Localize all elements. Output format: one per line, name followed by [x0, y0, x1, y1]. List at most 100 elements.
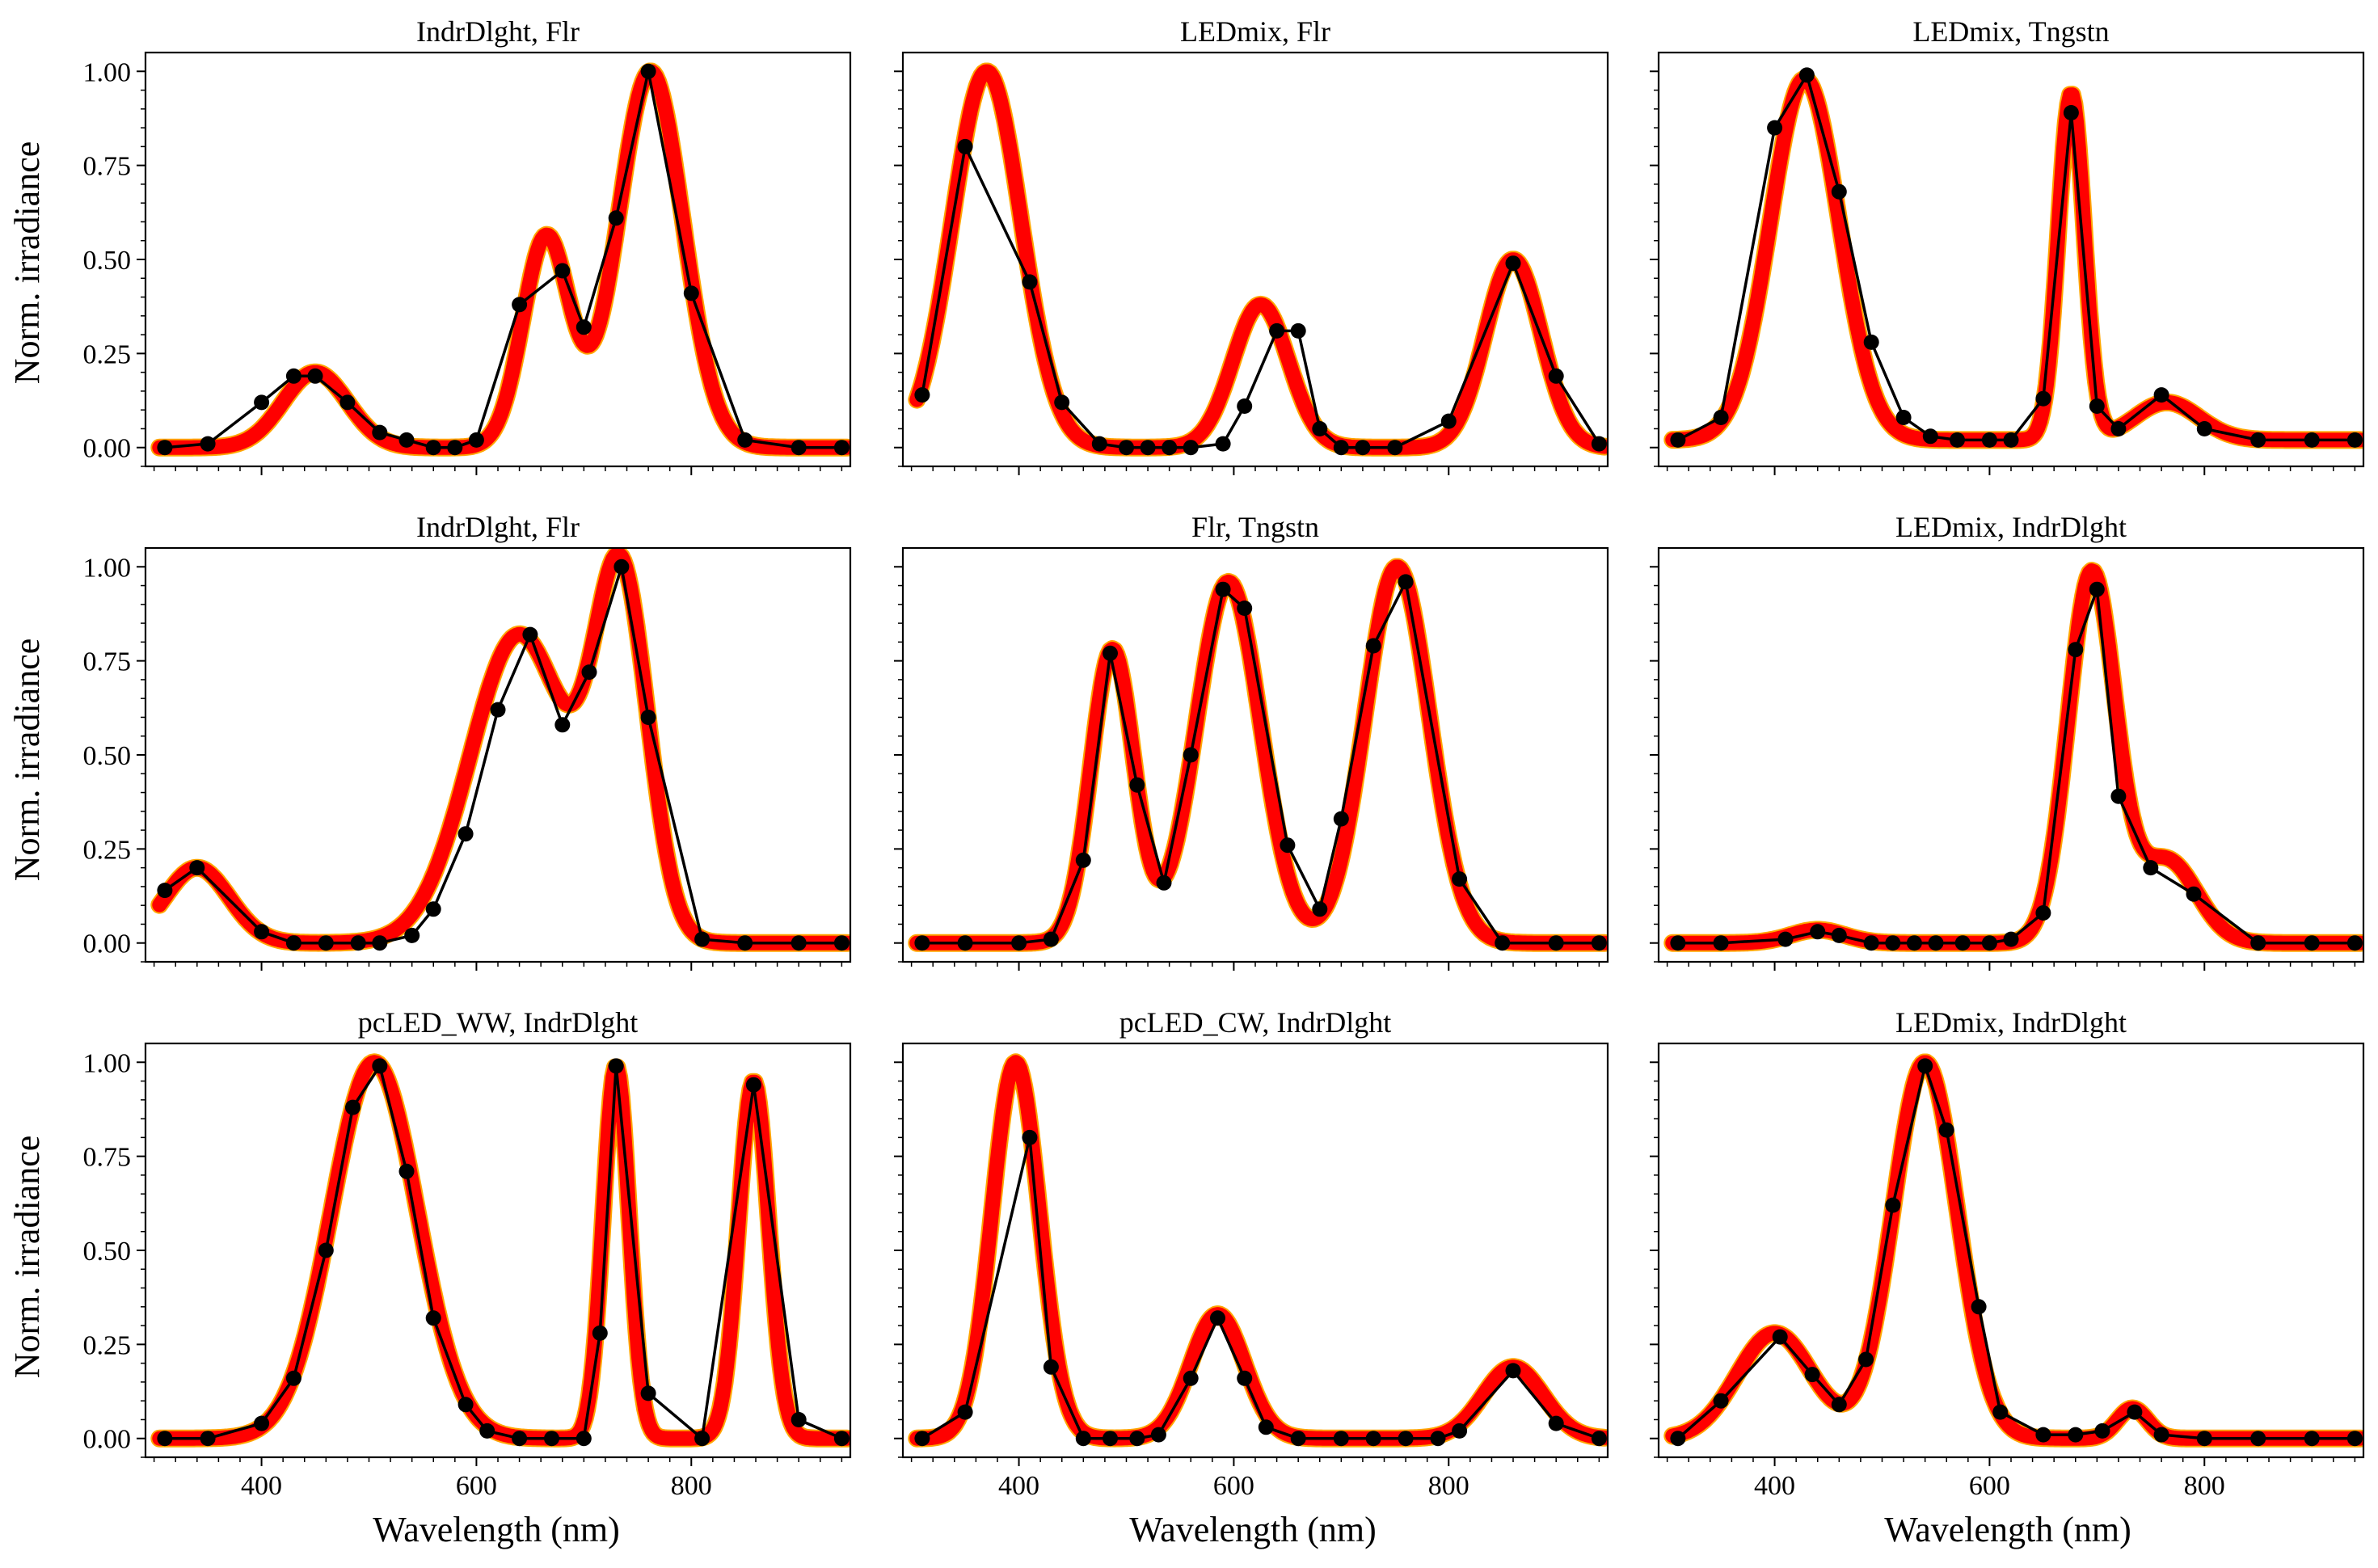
measured-point	[1548, 1415, 1564, 1431]
measured-point	[1237, 601, 1253, 616]
measured-point	[372, 935, 388, 951]
measured-point	[1183, 747, 1199, 763]
y-tick-label: 0.25	[83, 835, 132, 865]
measured-point	[457, 826, 474, 842]
measured-point	[200, 1431, 216, 1447]
measured-point	[1129, 1431, 1145, 1447]
subplot-title: LEDmix, IndrDlght	[1895, 1006, 2127, 1039]
measured-point	[694, 931, 710, 947]
measured-point	[2346, 935, 2363, 951]
measured-point	[640, 1385, 656, 1402]
spectrum-band	[909, 559, 1608, 950]
measured-point	[1938, 1122, 1954, 1138]
measured-point	[1119, 440, 1134, 456]
measured-point	[2346, 1431, 2363, 1447]
measured-point	[2196, 1431, 2212, 1447]
measured-point	[254, 394, 270, 411]
subplot-title: LEDmix, Tngstn	[1912, 15, 2109, 48]
measured-point	[2089, 581, 2105, 597]
measured-point	[2250, 935, 2266, 951]
measured-line	[1676, 1060, 2355, 1440]
measured-point	[2153, 1427, 2169, 1443]
measured-point	[318, 1242, 334, 1258]
spectrum-band	[1665, 563, 2363, 950]
measured-point	[1075, 1431, 1091, 1447]
measured-point	[2003, 931, 2019, 947]
measured-point	[2068, 1427, 2084, 1443]
measured-line	[921, 577, 1600, 945]
measured-point	[2304, 432, 2320, 448]
measured-point	[1885, 1197, 1901, 1213]
axes-frame	[901, 546, 1609, 963]
y-tick-label: 0.75	[83, 152, 132, 182]
y-axis-label-row-3: Norm. irradiance	[7, 1136, 47, 1379]
y-axis-label-row-1: Norm. irradiance	[7, 141, 47, 385]
measured-line	[1677, 71, 2355, 442]
y-tick-label: 0.25	[83, 1330, 132, 1360]
measured-point	[1804, 1367, 1820, 1383]
measured-point	[1365, 638, 1381, 654]
measured-point	[1215, 581, 1231, 597]
measured-point	[1906, 935, 1922, 951]
measured-point	[490, 702, 506, 718]
measured-point	[694, 1431, 710, 1447]
y-tick-label: 0.00	[83, 434, 132, 464]
measured-point	[157, 440, 173, 456]
measured-point	[2035, 1427, 2051, 1443]
y-tick-label: 0.75	[83, 647, 132, 677]
x-tick-label: 800	[671, 1471, 712, 1501]
measured-point	[1591, 436, 1607, 452]
measured-point	[522, 626, 538, 643]
measured-point	[640, 63, 656, 79]
measured-point	[640, 710, 656, 725]
x-axis-label-col-2: Wavelength (nm)	[1129, 1510, 1377, 1549]
measured-point	[1269, 322, 1285, 339]
measured-point	[398, 432, 415, 448]
spectrum-band-outer	[150, 548, 850, 952]
x-axis-label-col-3: Wavelength (nm)	[1884, 1510, 2131, 1549]
measured-point	[544, 1431, 559, 1447]
measured-point	[581, 664, 597, 681]
measured-point	[1548, 368, 1564, 384]
x-tick-label: 800	[2184, 1471, 2225, 1501]
measured-point	[1156, 875, 1172, 891]
spectrum-band	[152, 548, 850, 950]
y-tick-label: 0.00	[83, 929, 132, 959]
measured-point	[254, 924, 270, 940]
measured-point	[1312, 421, 1328, 436]
measured-point	[1091, 436, 1107, 452]
measured-point	[737, 432, 753, 448]
measured-point	[791, 935, 807, 951]
subplot-7: 0.00 0.25 0.50 0.75 1.00 400 600 800 pcLED_WW, I…	[83, 1006, 852, 1501]
measured-point	[1505, 1363, 1521, 1379]
x-tick-label: 400	[1754, 1471, 1795, 1501]
subplot-2: LEDmix, Flr	[894, 15, 1609, 475]
measured-point	[2003, 432, 2019, 448]
spectrum-band	[152, 64, 850, 455]
spectrum-band	[1665, 1055, 2363, 1446]
measured-point	[1495, 935, 1511, 951]
measured-point	[1713, 935, 1729, 951]
measured-point	[1440, 413, 1457, 429]
measured-point	[957, 935, 973, 951]
measured-point	[1333, 811, 1349, 827]
measured-point	[1280, 837, 1296, 854]
x-tick-label: 400	[241, 1471, 282, 1501]
measured-point	[683, 285, 699, 301]
y-tick-label: 0.50	[83, 1237, 132, 1267]
measured-point	[2035, 905, 2051, 921]
measured-point	[1981, 935, 1997, 951]
measured-point	[1312, 901, 1328, 917]
measured-point	[285, 368, 301, 384]
measured-point	[2110, 421, 2127, 436]
measured-point	[1591, 1431, 1607, 1447]
measured-point	[350, 935, 366, 951]
measured-point	[737, 935, 753, 951]
measured-point	[1022, 1129, 1038, 1145]
measured-point	[425, 1310, 441, 1326]
measured-point	[1831, 927, 1847, 943]
measured-point	[1452, 1423, 1468, 1439]
y-tick-label: 0.50	[83, 246, 132, 276]
measured-point	[2250, 1431, 2266, 1447]
measured-point	[1928, 935, 1944, 951]
